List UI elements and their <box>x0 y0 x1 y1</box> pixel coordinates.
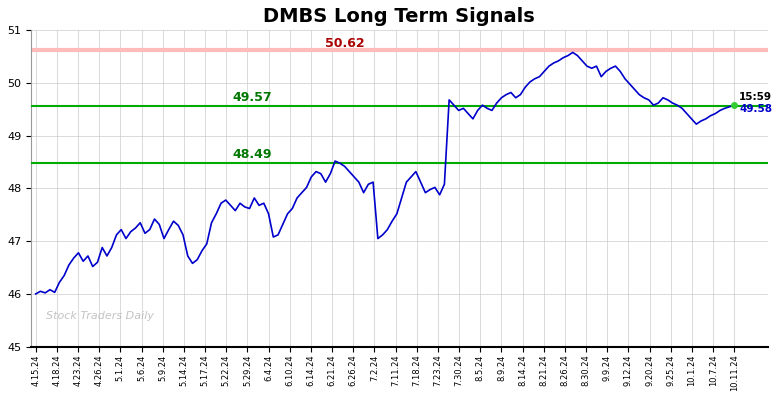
Text: Stock Traders Daily: Stock Traders Daily <box>45 311 154 321</box>
Text: 48.49: 48.49 <box>233 148 272 162</box>
Title: DMBS Long Term Signals: DMBS Long Term Signals <box>263 7 535 26</box>
Text: 50.62: 50.62 <box>325 37 365 50</box>
Text: 15:59: 15:59 <box>739 92 772 102</box>
Text: 49.57: 49.57 <box>233 92 272 104</box>
Text: 49.58: 49.58 <box>739 104 772 114</box>
